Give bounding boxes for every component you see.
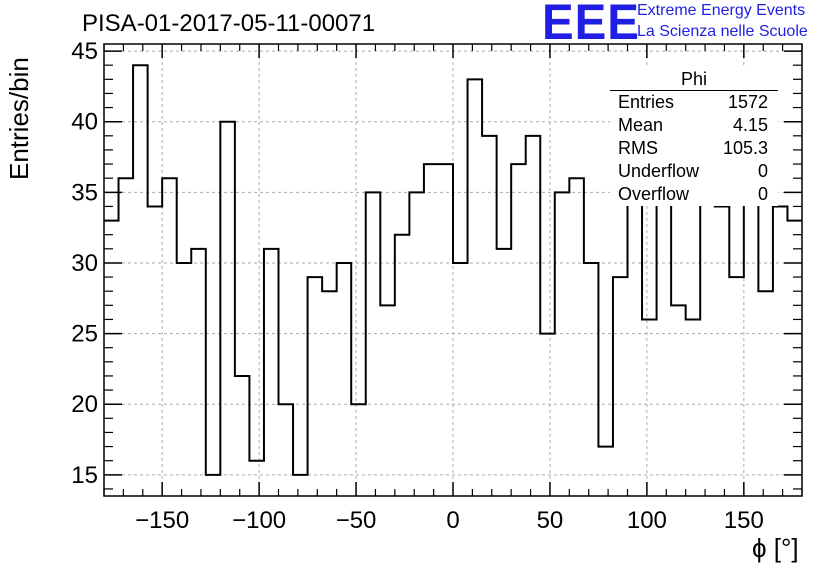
x-tick-label: −100 xyxy=(232,507,286,534)
x-tick-label: 150 xyxy=(724,507,764,534)
stats-row-rms: RMS 105.3 xyxy=(610,137,778,160)
stats-row-mean: Mean 4.15 xyxy=(610,114,778,137)
y-tick-label: 30 xyxy=(71,250,98,277)
x-axis-label: ϕ [°] xyxy=(752,533,799,563)
logo-tagline-2: La Scienza nelle Scuole xyxy=(637,23,808,40)
stats-value: 4.15 xyxy=(732,115,768,135)
y-tick-label: 40 xyxy=(71,109,98,136)
stats-value: 1572 xyxy=(727,92,768,112)
stats-row-underflow: Underflow 0 xyxy=(610,160,778,183)
x-tick-label: 50 xyxy=(537,507,564,534)
y-axis-label: Entries/bin xyxy=(4,57,34,180)
histogram-line xyxy=(104,64,802,476)
stats-label: RMS xyxy=(618,138,658,158)
y-tick-label: 25 xyxy=(71,321,98,348)
tick-labels: −150 −100 −50 0 50 100 150 15 20 25 30 35 40 45 xyxy=(71,38,764,534)
y-tick-label: 15 xyxy=(71,462,98,489)
stats-box: Phi Entries 1572 Mean 4.15 RMS 105.3 Und… xyxy=(610,68,778,206)
stats-label: Entries xyxy=(618,92,675,112)
stats-value: 0 xyxy=(757,161,768,181)
stats-label: Underflow xyxy=(618,161,700,181)
stats-label: Overflow xyxy=(618,184,690,204)
stats-row-entries: Entries 1572 xyxy=(610,91,778,114)
chart-title: PISA-01-2017-05-11-00071 xyxy=(82,10,376,37)
x-tick-label: −50 xyxy=(336,507,377,534)
stats-label: Mean xyxy=(618,115,664,135)
y-tick-label: 45 xyxy=(71,38,98,65)
stats-value: 105.3 xyxy=(722,138,768,158)
x-tick-label: −150 xyxy=(135,507,189,534)
logo-tagline-1: Extreme Energy Events xyxy=(637,2,806,19)
stats-row-overflow: Overflow 0 xyxy=(610,183,778,206)
stats-title: Phi xyxy=(610,68,778,91)
axis-ticks xyxy=(103,44,803,496)
x-tick-label: 100 xyxy=(627,507,667,534)
y-tick-label: 35 xyxy=(71,179,98,206)
eee-logo: EEE xyxy=(542,0,640,50)
stats-value: 0 xyxy=(757,184,768,204)
y-tick-label: 20 xyxy=(71,391,98,418)
x-tick-label: 0 xyxy=(446,507,459,534)
